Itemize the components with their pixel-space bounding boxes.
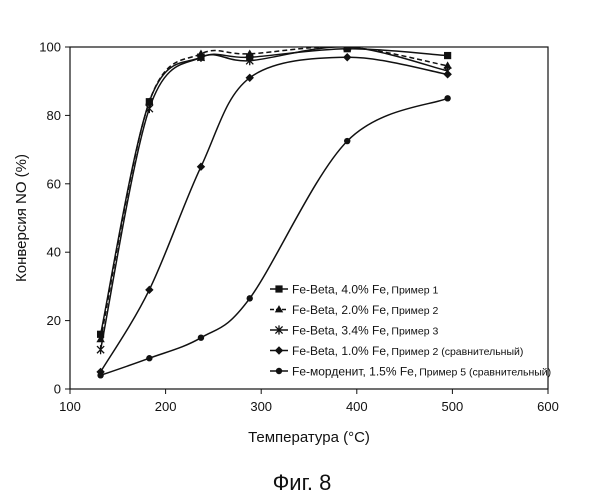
legend-label: Fe-Beta, 4.0% Fe, Пример 1 (292, 283, 438, 297)
data-point (246, 295, 253, 302)
legend-item: Fe-морденит, 1.5% Fe, Пример 5 (сравнител… (270, 365, 551, 379)
figure-caption: Фиг. 8 (273, 470, 332, 495)
data-point (96, 330, 105, 338)
y-tick-label: 100 (39, 40, 61, 55)
x-tick-label: 600 (537, 399, 559, 414)
data-point (444, 51, 452, 60)
legend-marker (275, 285, 283, 293)
legend-series-note: Пример 2 (391, 305, 438, 317)
legend-series-note: Пример 1 (391, 285, 438, 297)
data-point (443, 61, 452, 69)
legend-marker (274, 305, 284, 313)
data-point (245, 73, 254, 82)
legend-series-name: Fe-морденит, 1.5% Fe, (292, 365, 417, 379)
x-tick-label: 500 (442, 399, 464, 414)
legend-series-name: Fe-Beta, 2.0% Fe, (292, 303, 389, 317)
data-point (245, 49, 254, 57)
legend-label: Fe-Beta, 2.0% Fe, Пример 2 (292, 303, 438, 317)
data-point (146, 355, 153, 362)
legend: Fe-Beta, 4.0% Fe, Пример 1Fe-Beta, 2.0% F… (270, 283, 551, 379)
data-point (245, 56, 254, 66)
plot-area (69, 46, 549, 390)
x-axis: 100 200 300 400 500 600 (59, 389, 559, 414)
legend-marker (274, 325, 284, 335)
legend-item: Fe-Beta, 3.4% Fe, Пример 3 (270, 324, 438, 338)
legend-series-note: Пример 3 (391, 326, 438, 338)
data-point (343, 53, 352, 62)
x-tick-label: 200 (155, 399, 177, 414)
legend-series-note: Пример 5 (сравнительный) (419, 367, 551, 379)
x-tick-label: 300 (250, 399, 272, 414)
data-point (443, 70, 452, 79)
legend-item: Fe-Beta, 4.0% Fe, Пример 1 (270, 283, 438, 297)
data-point (96, 345, 105, 355)
series-layer (96, 47, 452, 379)
legend-series-name: Fe-Beta, 3.4% Fe, (292, 324, 389, 338)
legend-series-name: Fe-Beta, 1.0% Fe, (292, 344, 389, 358)
x-tick-label: 100 (59, 399, 81, 414)
data-point (343, 47, 352, 52)
y-tick-label: 20 (47, 313, 61, 328)
x-tick-label: 400 (346, 399, 368, 414)
legend-label: Fe-Beta, 3.4% Fe, Пример 3 (292, 324, 438, 338)
y-tick-label: 80 (47, 108, 61, 123)
legend-series-note: Пример 2 (сравнительный) (391, 346, 523, 358)
series-5 (97, 95, 451, 379)
series-line (99, 47, 448, 350)
data-point (344, 137, 351, 145)
y-tick-label: 60 (47, 176, 61, 191)
series-2 (96, 47, 452, 343)
data-point (197, 334, 205, 341)
y-tick-label: 0 (54, 382, 61, 397)
data-point (145, 285, 154, 295)
data-point (145, 103, 154, 114)
legend-marker (275, 367, 283, 375)
plot-border (69, 46, 549, 390)
x-axis-label: Температура (°С) (248, 429, 370, 446)
legend-label: Fe-Beta, 1.0% Fe, Пример 2 (сравнительный… (292, 344, 523, 358)
legend-series-name: Fe-Beta, 4.0% Fe, (292, 283, 389, 297)
data-point (97, 372, 104, 379)
y-axis-label: Конверсия NO (%) (13, 154, 30, 282)
y-tick-label: 40 (47, 245, 61, 260)
data-point (196, 52, 206, 62)
legend-label: Fe-морденит, 1.5% Fe, Пример 5 (сравнител… (292, 365, 551, 379)
y-axis: 0 20 40 60 80 100 (39, 40, 70, 397)
data-point (444, 95, 451, 102)
legend-marker (274, 346, 284, 355)
legend-item: Fe-Beta, 2.0% Fe, Пример 2 (270, 303, 438, 317)
data-point (196, 162, 206, 171)
legend-item: Fe-Beta, 1.0% Fe, Пример 2 (сравнительный… (270, 344, 523, 358)
